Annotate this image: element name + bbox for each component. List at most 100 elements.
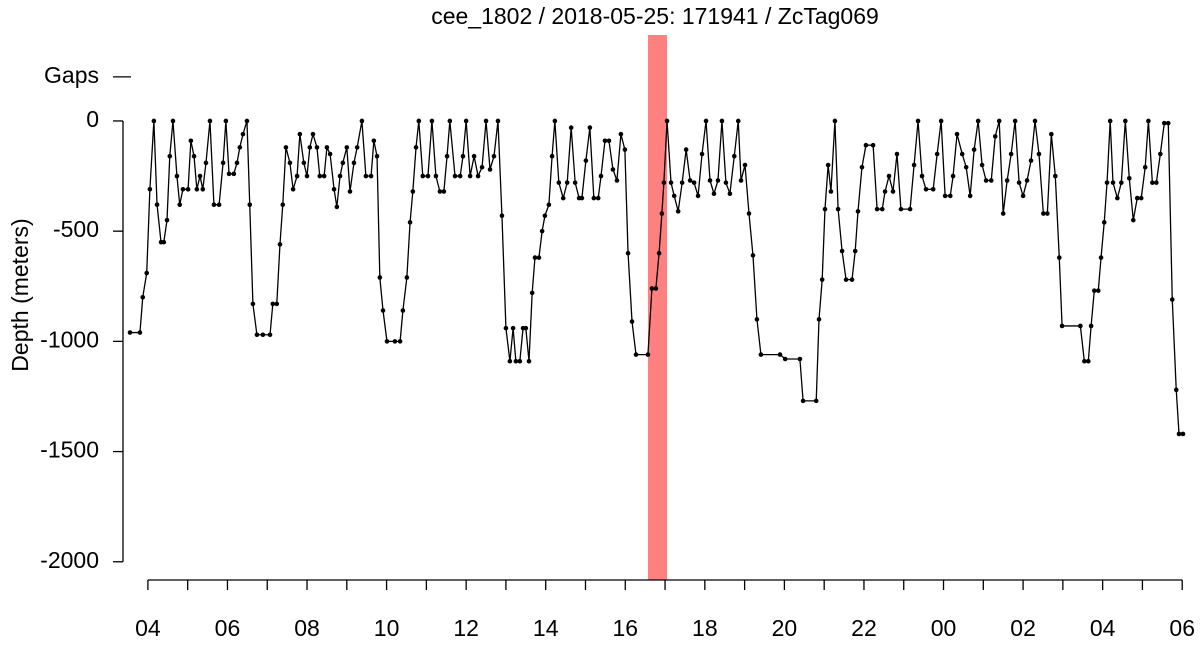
depth-point [294,173,300,179]
depth-point [167,153,173,159]
depth-point [1107,118,1113,124]
depth-point [942,193,948,199]
depth-point [754,317,760,322]
depth-point [967,193,973,199]
depth-point [314,145,320,150]
y-tick-label: -1500 [40,437,99,463]
depth-point [359,118,365,124]
depth-point [915,118,921,124]
depth-point [425,173,431,179]
depth-point [938,118,944,124]
x-tick-label: 12 [453,615,479,641]
depth-point [287,160,293,166]
depth-point [1101,220,1107,225]
depth-point [843,277,849,282]
depth-point [191,153,197,159]
depth-point [691,180,697,185]
chart-title: cee_1802 / 2018-05-25: 171941 / ZcTag069 [431,3,879,29]
depth-point [231,171,237,177]
depth-point [526,358,532,364]
depth-point [164,217,170,223]
depth-point [368,173,374,179]
depth-point [735,118,741,124]
depth-point [556,180,562,185]
depth-point [1115,195,1120,201]
depth-point [523,325,529,331]
depth-point [1082,358,1087,364]
depth-point [971,147,977,152]
depth-point [475,173,481,179]
depth-point [1154,180,1159,185]
depth-point [1091,288,1097,293]
depth-point [988,178,994,183]
depth-point [825,162,831,168]
depth-point [564,180,570,185]
depth-point [859,164,865,170]
depth-point [317,173,323,179]
depth-point [996,118,1002,124]
depth-point [371,138,377,144]
depth-point [197,173,203,179]
depth-point [203,160,209,166]
depth-point [715,178,721,183]
y-tick-label: -500 [53,216,99,242]
depth-point [870,142,876,148]
depth-point [742,162,748,168]
y-axis-label: Depth (meters) [7,218,33,371]
depth-point [750,253,756,258]
depth-point [327,151,333,157]
x-tick-label: 22 [851,615,877,641]
depth-point [499,213,505,219]
depth-point [1123,118,1128,124]
depth-point [517,358,523,364]
depth-point [234,160,240,166]
depth-point [813,398,819,404]
depth-point [1053,173,1058,179]
depth-point [653,286,659,291]
depth-point [384,339,390,344]
depth-point [137,330,143,335]
depth-point [777,352,783,357]
depth-point [416,118,422,124]
depth-point [1000,211,1006,216]
depth-point [207,118,213,124]
x-tick-label: 08 [294,615,320,641]
depth-point [622,147,628,152]
depth-point [668,180,674,185]
depth-point [542,213,548,219]
depth-point [444,153,450,159]
depth-point [220,160,226,166]
depth-point [828,189,834,194]
depth-point [297,131,303,137]
depth-point [907,206,913,212]
depth-point [250,301,256,307]
highlight-band [647,35,668,580]
depth-point [849,277,855,282]
depth-point [331,186,337,192]
depth-point [354,145,360,150]
depth-point [629,319,635,324]
depth-point [758,352,764,357]
depth-point [782,356,788,362]
depth-point [954,131,960,137]
depth-point [1173,387,1179,393]
depth-point [274,301,280,307]
depth-point [1045,211,1050,216]
depth-point [420,173,426,179]
depth-point [277,242,283,247]
depth-point [301,160,307,166]
depth-point [307,145,313,150]
depth-point [587,125,593,130]
depth-point [216,202,222,208]
depth-point [254,332,260,338]
depth-point [532,255,538,260]
depth-point [835,206,841,212]
depth-point [819,277,825,282]
depth-point [852,248,858,254]
depth-point [649,286,655,291]
depth-point [549,153,555,159]
depth-point [407,220,413,225]
depth-point [380,308,386,313]
